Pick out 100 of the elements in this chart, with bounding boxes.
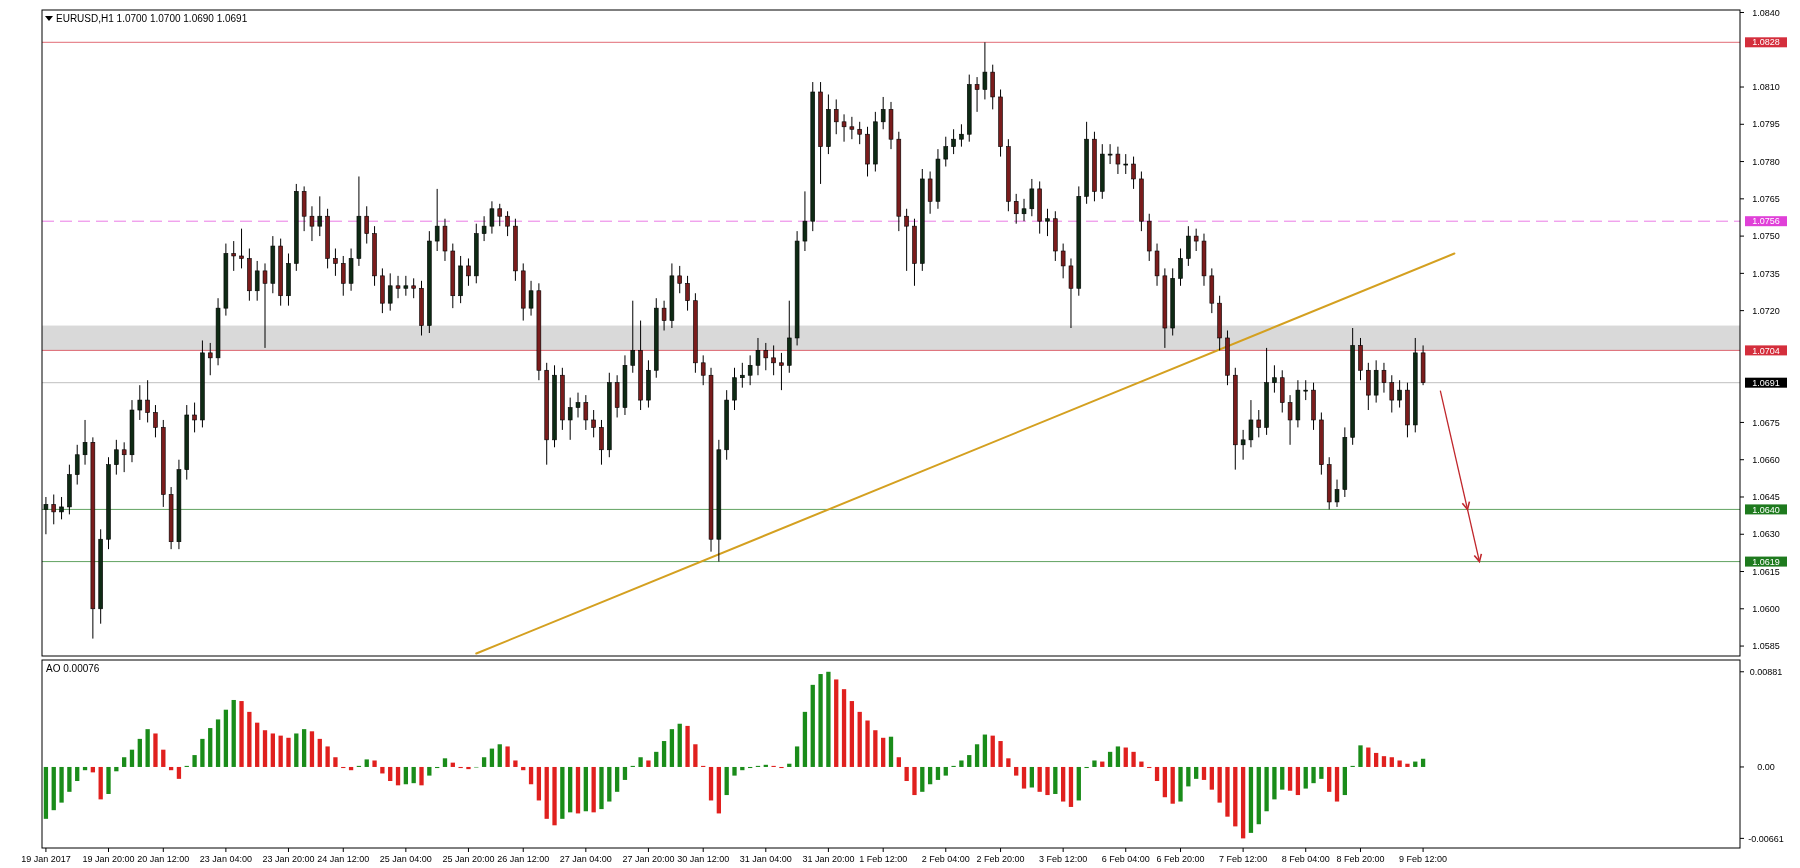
chart-title: AO 0.00076 <box>46 663 100 674</box>
bar <box>505 746 510 767</box>
bar <box>153 733 158 767</box>
bar <box>1092 760 1097 767</box>
bar <box>967 755 972 767</box>
bar <box>998 741 1003 767</box>
bar <box>1248 766 1254 833</box>
bar <box>1342 766 1347 796</box>
bar <box>708 766 714 801</box>
x-tick-label: 3 Feb 12:00 <box>1039 854 1088 864</box>
bar <box>1037 766 1042 792</box>
candlestick <box>403 275 409 297</box>
candlestick <box>505 210 510 237</box>
bar <box>583 766 588 812</box>
bar <box>1217 766 1222 803</box>
bar <box>325 746 330 767</box>
x-tick-label: 31 Jan 20:00 <box>802 854 855 864</box>
bar <box>1397 760 1402 767</box>
bar <box>1303 766 1308 789</box>
bar <box>1201 766 1207 780</box>
bar <box>834 679 839 767</box>
bar <box>137 738 142 767</box>
ref-line-label: 1.0640 <box>1752 504 1780 515</box>
bar <box>669 729 675 767</box>
bar <box>1115 746 1121 767</box>
bar <box>1373 752 1379 767</box>
bar <box>380 766 385 774</box>
bar <box>544 766 549 819</box>
bar <box>411 766 416 784</box>
candlestick <box>254 260 260 302</box>
bar <box>810 684 815 767</box>
candlestick <box>1013 193 1019 225</box>
candlestick <box>599 419 604 466</box>
x-tick-label: 8 Feb 20:00 <box>1336 854 1385 864</box>
x-tick-label: 1 Feb 12:00 <box>859 854 908 864</box>
bar <box>481 757 487 767</box>
y-tick-label: 1.0780 <box>1752 156 1780 167</box>
bar <box>278 735 283 767</box>
x-tick-label: 25 Jan 20:00 <box>442 854 495 864</box>
bar <box>974 744 980 767</box>
x-tick-label: 23 Jan 20:00 <box>262 854 315 864</box>
bar <box>1029 766 1034 788</box>
candlestick <box>121 441 127 473</box>
candlestick <box>1186 225 1191 267</box>
bar <box>294 733 299 767</box>
candlestick <box>1287 394 1293 446</box>
bar <box>943 766 948 776</box>
bar <box>638 757 643 767</box>
chart-title: EURUSD,H1 1.0700 1.0700 1.0690 1.0691 <box>56 13 248 24</box>
x-tick-label: 9 Feb 12:00 <box>1399 854 1448 864</box>
x-tick-label: 24 Jan 12:00 <box>317 854 370 864</box>
candlestick <box>1334 479 1340 508</box>
bar <box>568 766 573 813</box>
x-tick-label: 27 Jan 04:00 <box>559 854 612 864</box>
bar <box>654 751 659 767</box>
y-tick-label: 1.0795 <box>1752 119 1780 130</box>
y-tick-label: 0.00 <box>1757 762 1775 773</box>
bar <box>575 766 581 814</box>
x-tick-label: 30 Jan 12:00 <box>677 854 730 864</box>
bar <box>1170 766 1175 804</box>
x-tick-label: 8 Feb 04:00 <box>1281 854 1330 864</box>
candlestick <box>661 300 667 332</box>
candlestick <box>411 277 416 299</box>
x-tick-label: 2 Feb 04:00 <box>921 854 970 864</box>
y-tick-label: 1.0735 <box>1752 268 1780 279</box>
bar <box>724 766 729 796</box>
candlestick <box>387 272 393 312</box>
y-tick-label: 1.0660 <box>1752 454 1780 465</box>
y-tick-label: 1.0645 <box>1752 492 1780 503</box>
ref-line-label: 1.0704 <box>1752 345 1780 356</box>
bar <box>1006 758 1011 767</box>
bar <box>1319 766 1324 779</box>
bar <box>208 728 213 767</box>
candlestick <box>755 337 761 376</box>
bar <box>1053 766 1058 794</box>
candlestick <box>1068 257 1074 329</box>
y-tick-label: 1.0810 <box>1752 82 1780 93</box>
candlestick <box>434 188 440 252</box>
bar <box>716 766 721 814</box>
bar <box>1021 766 1027 789</box>
candlestick <box>567 397 573 441</box>
bar <box>614 766 620 792</box>
candlestick <box>880 96 886 130</box>
bar <box>841 689 847 767</box>
bar <box>857 711 862 767</box>
bar <box>1061 766 1066 802</box>
bar <box>1420 758 1426 767</box>
bar <box>881 737 886 767</box>
bar <box>685 725 690 767</box>
candlestick <box>309 205 315 242</box>
bar <box>466 766 471 770</box>
candlestick <box>1045 208 1050 237</box>
bar <box>990 735 995 767</box>
y-tick-label: 1.0585 <box>1752 641 1780 652</box>
candlestick <box>857 121 862 145</box>
bar <box>622 766 628 780</box>
y-tick-label: 1.0720 <box>1752 305 1780 316</box>
bar <box>309 731 315 767</box>
candlestick <box>677 265 682 294</box>
bar <box>262 730 268 767</box>
